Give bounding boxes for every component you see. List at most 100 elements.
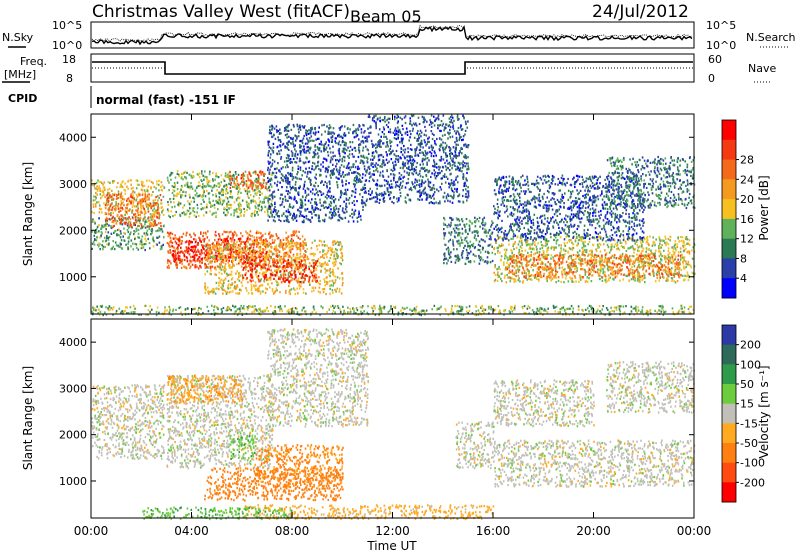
power-cell xyxy=(449,200,451,203)
power-cell xyxy=(206,270,209,273)
power-cell xyxy=(125,218,127,221)
power-cell xyxy=(245,258,248,261)
power-cell xyxy=(220,286,222,289)
power-cell xyxy=(243,250,245,253)
power-cell xyxy=(354,130,356,133)
power-cell xyxy=(198,172,201,175)
power-cell xyxy=(170,201,172,204)
power-cell xyxy=(325,293,327,296)
power-cell xyxy=(324,142,327,145)
power-cell xyxy=(238,279,241,282)
power-cell xyxy=(277,283,280,286)
power-cell xyxy=(341,125,343,128)
power-cell xyxy=(288,291,291,294)
power-cell xyxy=(150,194,153,197)
power-cell xyxy=(144,195,147,198)
power-cell xyxy=(211,256,214,259)
power-cell xyxy=(256,230,258,233)
power-cell xyxy=(303,243,305,246)
power-cell xyxy=(169,236,172,240)
power-cell xyxy=(229,196,231,199)
power-cell xyxy=(329,151,332,154)
power-cell xyxy=(294,188,296,191)
power-cell xyxy=(224,262,227,266)
power-cell xyxy=(218,258,220,261)
power-cell xyxy=(239,250,241,253)
power-cell xyxy=(305,292,307,295)
power-cell xyxy=(318,137,320,140)
power-cell xyxy=(341,180,343,184)
power-cell xyxy=(121,206,123,209)
power-cell xyxy=(117,190,120,193)
power-cell xyxy=(141,194,144,197)
power-cell xyxy=(309,190,312,193)
power-cell xyxy=(226,272,228,275)
power-cell xyxy=(296,254,299,257)
power-cell xyxy=(268,255,271,258)
power-cell xyxy=(448,124,451,127)
power-cell xyxy=(353,130,356,133)
power-cell xyxy=(418,185,421,188)
power-cell xyxy=(358,149,361,152)
power-cell xyxy=(431,201,434,205)
power-cell xyxy=(130,183,132,186)
power-cell xyxy=(286,265,288,268)
power-cell xyxy=(403,155,406,158)
power-cell xyxy=(280,173,283,176)
power-cell xyxy=(397,134,400,137)
power-cell xyxy=(433,165,435,168)
power-cell xyxy=(254,200,257,203)
power-cell xyxy=(271,204,273,207)
power-cell xyxy=(135,227,138,230)
power-cell xyxy=(158,222,160,225)
power-cell xyxy=(329,292,331,295)
power-cell xyxy=(280,276,282,279)
power-cell xyxy=(319,143,322,146)
power-cell xyxy=(356,168,359,171)
power-cell xyxy=(231,232,234,235)
power-cell xyxy=(334,137,337,140)
power-cell xyxy=(464,195,467,198)
power-cell xyxy=(298,131,300,134)
power-cell xyxy=(308,151,311,154)
power-cell xyxy=(331,172,334,175)
power-cell xyxy=(167,251,170,254)
power-cell xyxy=(249,250,252,253)
power-cell xyxy=(315,280,317,283)
power-cell xyxy=(276,260,279,263)
power-cell xyxy=(213,244,216,247)
power-cell xyxy=(378,128,381,131)
power-cell xyxy=(341,245,343,248)
power-cell xyxy=(171,232,174,235)
power-cell xyxy=(305,268,307,271)
power-cell xyxy=(214,255,216,259)
power-cell xyxy=(183,211,185,214)
power-cell xyxy=(222,247,225,250)
power-cell xyxy=(385,151,387,154)
power-cell xyxy=(229,192,232,195)
power-cell xyxy=(158,212,160,215)
power-cell xyxy=(310,264,313,267)
power-cell xyxy=(189,233,191,236)
power-cell xyxy=(203,240,205,243)
power-cell xyxy=(152,237,154,240)
power-cell xyxy=(287,273,290,276)
power-cell xyxy=(457,181,459,184)
power-cell xyxy=(332,170,334,173)
power-cell xyxy=(112,245,115,248)
power-cell xyxy=(252,279,254,282)
power-cell xyxy=(304,171,306,174)
power-cell xyxy=(177,203,179,206)
power-cell xyxy=(139,216,142,219)
power-cell xyxy=(299,255,302,258)
power-cell xyxy=(249,234,252,237)
power-cell xyxy=(276,152,279,156)
power-cell xyxy=(403,163,405,166)
power-cell xyxy=(134,223,136,227)
power-cell xyxy=(176,266,178,269)
power-cell xyxy=(166,208,169,211)
power-cell xyxy=(319,201,321,204)
power-cell xyxy=(370,158,372,161)
power-cell xyxy=(239,274,242,277)
power-cell xyxy=(267,151,270,155)
